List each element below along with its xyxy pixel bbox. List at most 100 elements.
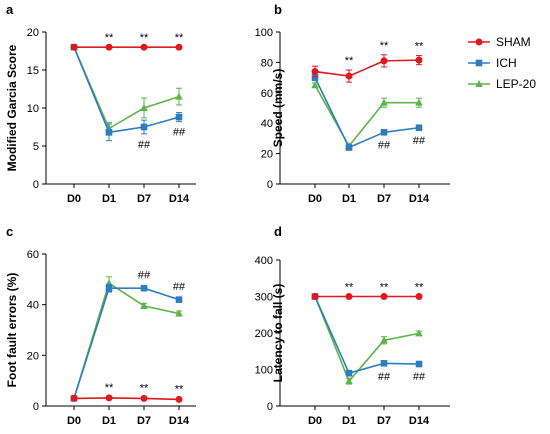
series-line xyxy=(73,397,180,401)
legend-item-ich: ICH xyxy=(468,56,517,70)
y-tick-label: 20 xyxy=(27,350,39,362)
series-line xyxy=(73,46,180,130)
x-tick-label: D1 xyxy=(102,193,116,205)
significance-label: ## xyxy=(173,127,186,139)
panel-a: a 0 5 10 15 20 D0 D1 D7 D14 Modified Garcia Score *… xyxy=(5,2,196,205)
data-point xyxy=(311,81,319,89)
data-point xyxy=(380,359,388,367)
significance-label: ** xyxy=(415,282,424,294)
panel-label: c xyxy=(6,224,13,239)
data-point xyxy=(311,74,319,81)
panel-b: b 0 20 40 60 80 100 D0 D1 D7 D14 Speed (mm/s) ** ** **… xyxy=(255,2,450,205)
significance-label: ## xyxy=(378,140,391,152)
data-point xyxy=(380,57,388,65)
x-tick-label: D14 xyxy=(409,415,430,427)
data-point xyxy=(311,68,319,76)
series-ich xyxy=(311,74,423,151)
significance-label: ** xyxy=(105,32,114,44)
data-point xyxy=(345,377,353,385)
y-axis-label: Speed (mm/s) xyxy=(271,69,285,148)
y-tick-label: 400 xyxy=(255,255,273,267)
y-axis-label: Latency to fall (s) xyxy=(271,284,285,383)
data-point xyxy=(345,72,353,80)
significance-label: ** xyxy=(175,32,184,44)
data-point xyxy=(415,360,423,368)
legend-marker xyxy=(475,80,483,87)
data-point xyxy=(105,129,113,136)
panel-label: a xyxy=(6,2,14,17)
panel-label: b xyxy=(274,2,282,17)
series-line xyxy=(314,296,420,375)
data-point xyxy=(175,309,183,317)
y-axis-label: Foot fault errors (%) xyxy=(5,273,19,388)
legend: SHAM ICH LEP-20 xyxy=(468,35,536,91)
y-tick-label: 60 xyxy=(261,88,273,100)
data-point xyxy=(175,113,183,121)
significance-label: ** xyxy=(380,282,389,294)
y-tick-label: 20 xyxy=(261,149,273,161)
x-tick-label: D14 xyxy=(169,415,190,427)
panel-label: d xyxy=(274,224,282,239)
data-point xyxy=(380,98,388,106)
data-point xyxy=(140,43,148,51)
x-tick-label: D7 xyxy=(377,415,391,427)
x-tick-label: D7 xyxy=(137,415,151,427)
significance-label: ## xyxy=(378,371,391,383)
data-point xyxy=(345,369,353,377)
data-point xyxy=(175,395,183,403)
x-tick-label: D1 xyxy=(102,415,116,427)
y-tick-label: 80 xyxy=(261,57,273,69)
y-tick-label: 20 xyxy=(27,27,39,39)
y-tick-label: 100 xyxy=(255,365,273,377)
data-point xyxy=(380,336,388,344)
series-sham xyxy=(70,394,183,403)
series-ich xyxy=(70,283,183,402)
data-point xyxy=(140,104,148,111)
series-line xyxy=(73,46,180,134)
legend-label: LEP-20 xyxy=(496,77,536,91)
data-point xyxy=(415,329,423,337)
panel-c: c 0 20 40 60 D0 D1 D7 D14 Foot fault errors (%) **… xyxy=(5,224,196,427)
data-point xyxy=(175,92,183,100)
significance-label: ** xyxy=(140,383,149,395)
y-tick-label: 15 xyxy=(27,65,39,77)
significance-label: ## xyxy=(138,269,151,281)
x-tick-label: D7 xyxy=(377,193,391,205)
y-tick-label: 10 xyxy=(27,103,39,115)
legend-marker xyxy=(475,59,483,67)
series-ich xyxy=(70,43,183,142)
y-tick-label: 300 xyxy=(255,292,273,304)
significance-label: ## xyxy=(138,139,151,151)
series-line xyxy=(314,84,419,148)
significance-label: ** xyxy=(175,384,184,396)
data-point xyxy=(140,394,148,402)
y-tick-label: 100 xyxy=(255,27,273,39)
significance-label: ## xyxy=(173,281,186,293)
y-axis-label: Modified Garcia Score xyxy=(5,44,19,171)
series-ich xyxy=(311,293,423,377)
y-tick-label: 40 xyxy=(261,118,273,130)
y-tick-label: 40 xyxy=(27,300,39,312)
data-point xyxy=(345,293,353,300)
data-point xyxy=(70,394,78,402)
panel-d: d 0 100 200 300 400 D0 D1 D7 D14 Latency to fall (… xyxy=(255,224,450,427)
data-point xyxy=(70,43,78,51)
y-tick-label: 60 xyxy=(27,249,39,261)
y-tick-label: 0 xyxy=(267,401,273,413)
significance-label: ** xyxy=(140,32,149,44)
significance-label: ** xyxy=(415,41,424,53)
data-point xyxy=(415,98,423,106)
significance-label: ** xyxy=(345,282,354,294)
data-point xyxy=(415,56,423,64)
data-point xyxy=(175,296,183,303)
significance-label: ** xyxy=(380,40,389,52)
data-point xyxy=(415,124,423,132)
series-line xyxy=(73,287,180,399)
series-lep-20 xyxy=(311,81,423,149)
x-tick-label: D0 xyxy=(308,415,322,427)
series-line xyxy=(314,77,420,149)
significance-label: ** xyxy=(105,382,114,394)
data-point xyxy=(140,301,148,309)
series-sham xyxy=(70,43,183,51)
data-point xyxy=(105,284,113,292)
